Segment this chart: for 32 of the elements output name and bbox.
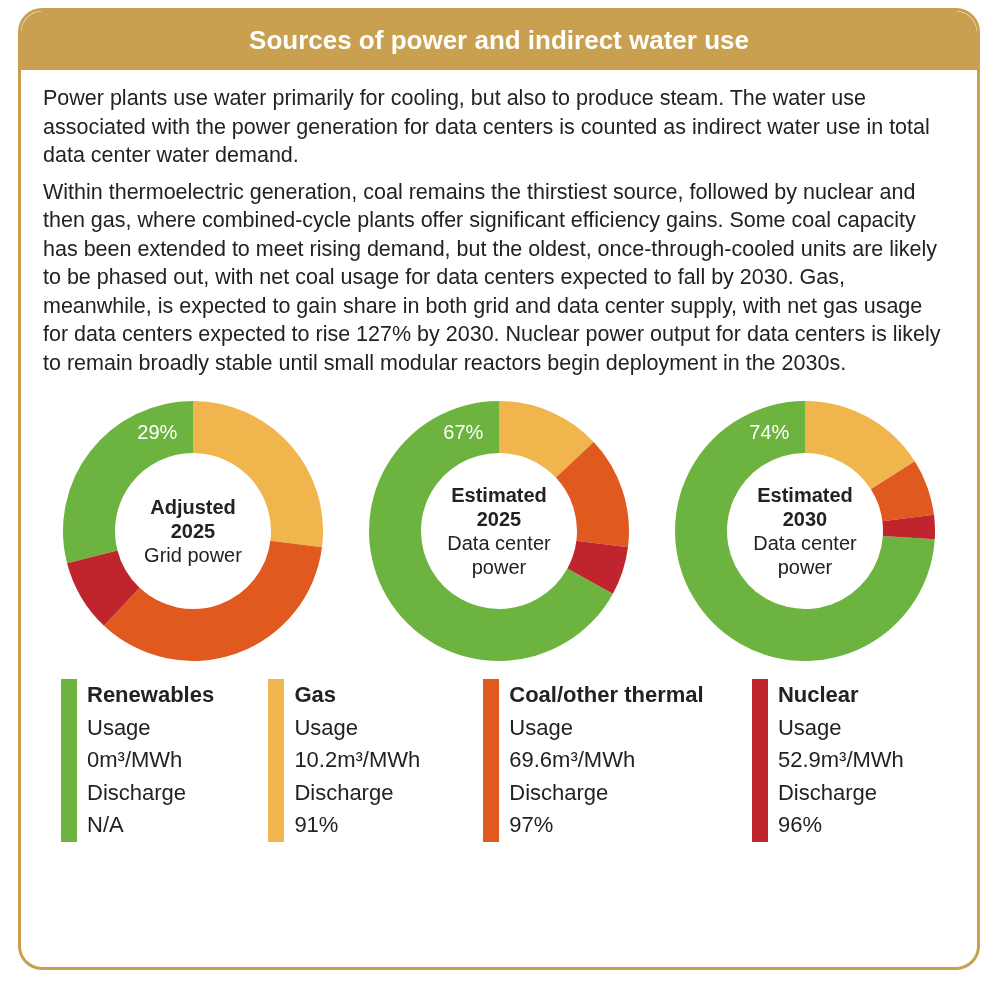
text: 91% bbox=[294, 811, 340, 839]
data-label: 74% bbox=[749, 420, 790, 443]
legend-label: Coal/other thermal bbox=[509, 681, 704, 709]
text: Usage bbox=[294, 713, 359, 742]
text: Sources of power and indirect water use bbox=[21, 11, 977, 70]
text: Discharge bbox=[509, 778, 610, 807]
text: Grid power bbox=[143, 543, 243, 567]
text: Usage bbox=[777, 713, 843, 742]
text: Adjusted 2025 bbox=[149, 495, 237, 543]
text: Usage bbox=[87, 713, 152, 742]
text: Discharge bbox=[87, 778, 188, 807]
text: 10.2m³/MWh bbox=[294, 746, 421, 774]
text: N/A bbox=[87, 811, 125, 839]
text: Discharge bbox=[777, 778, 878, 807]
legend-label: Gas bbox=[294, 681, 337, 709]
data-label: 29% bbox=[137, 420, 178, 443]
legend-label: Renewables bbox=[87, 681, 215, 709]
text: Discharge bbox=[294, 778, 395, 807]
text: 52.9m³/MWh bbox=[777, 746, 904, 774]
text: Within thermoelectric generation, coal remains the thirstiest source, followed by nuclear and then gas, where combined-cycle plants offer significant efficiency gains. Some coal capacity has been extended to meet rising demand, but the oldest, once-through-cooled units are likely to be phased out, with net coal usage for data centers expected to fall by 2030. Gas, meanwhile, is expected to gain share in both grid and data center supply, with net gas usage for data centers expected to rise 127% by 2030. Nuclear power output for data centers is likely to remain broadly stable until small modular reactors begin deployment in the 2030s. bbox=[43, 178, 942, 377]
text: Usage bbox=[509, 713, 574, 742]
legend-label: Nuclear bbox=[777, 681, 860, 709]
text: Power plants use water primarily for cooling, but also to produce steam. The water use associated with the power generation for data centers is counted as indirect water use in total data center water demand. bbox=[43, 85, 931, 169]
text: 97% bbox=[509, 811, 555, 839]
text: Data center power bbox=[752, 531, 858, 579]
text: Estimated 2030 bbox=[756, 483, 854, 531]
text: 69.6m³/MWh bbox=[509, 746, 637, 774]
text: Estimated 2025 bbox=[450, 483, 548, 531]
data-label: 67% bbox=[443, 420, 484, 443]
text: 0m³/MWh bbox=[87, 746, 184, 774]
text: 96% bbox=[777, 811, 823, 839]
text: Data center power bbox=[446, 531, 552, 579]
